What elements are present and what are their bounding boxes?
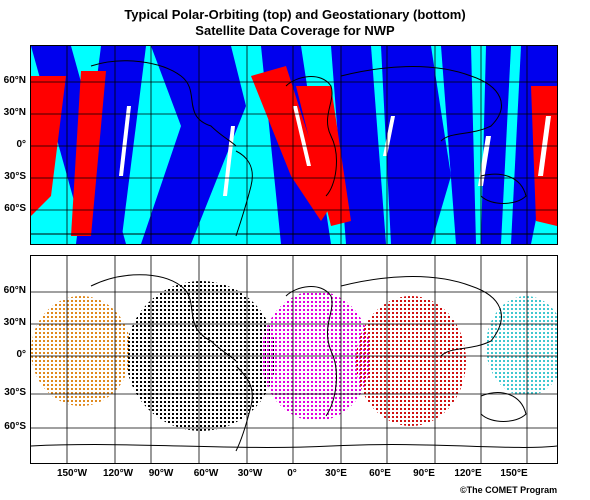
lat-lon-grid-bottom: [31, 256, 557, 463]
lat-label-30n-top: 30°N: [3, 107, 26, 118]
lon-label-30e: 30°E: [325, 468, 347, 479]
lon-label-150e: 150°E: [500, 468, 528, 479]
lat-label-60n-bottom: 60°N: [3, 285, 26, 296]
lat-lon-grid: [31, 46, 557, 244]
lat-label-30s-top: 30°S: [4, 171, 26, 182]
lon-label-60w: 60°W: [193, 468, 219, 479]
goes-west-coverage: [31, 296, 131, 406]
copyright-credit: ©The COMET Program: [460, 485, 558, 495]
geostationary-coverage-map: [30, 255, 558, 464]
lon-label-150w: 150°W: [56, 468, 88, 479]
lon-label-60e: 60°E: [369, 468, 391, 479]
lat-label-0-top: 0°: [16, 139, 26, 150]
lat-label-30n-bottom: 30°N: [3, 317, 26, 328]
indian-ocean-coverage: [356, 296, 466, 426]
lat-label-60s-top: 60°S: [4, 203, 26, 214]
himawari-coverage: [486, 296, 557, 396]
lat-label-30s-bottom: 30°S: [4, 387, 26, 398]
red-swaths: [31, 66, 557, 236]
lon-label-120w: 120°W: [102, 468, 134, 479]
lat-label-60n-top: 60°N: [3, 75, 26, 86]
polar-orbiting-coverage-map: [30, 45, 558, 245]
lon-label-90w: 90°W: [148, 468, 174, 479]
map-title-line-1: Typical Polar-Orbiting (top) and Geostat…: [124, 7, 466, 22]
lat-label-0-bottom: 0°: [16, 349, 26, 360]
lon-label-30w: 30°W: [237, 468, 263, 479]
coastlines: [31, 60, 557, 237]
map-title-line-2: Satellite Data Coverage for NWP: [195, 23, 395, 38]
lon-label-120e: 120°E: [454, 468, 482, 479]
geostationary-coverage-svg: [31, 256, 557, 463]
coastlines-bottom: [31, 274, 557, 452]
lon-label-0: 0°: [287, 468, 297, 479]
lon-label-90e: 90°E: [413, 468, 435, 479]
polar-coverage-svg: [31, 46, 557, 244]
lat-label-60s-bottom: 60°S: [4, 421, 26, 432]
